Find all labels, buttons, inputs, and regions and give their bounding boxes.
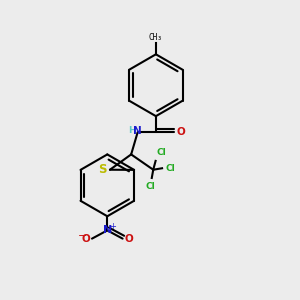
Text: O: O — [125, 234, 134, 244]
Text: O: O — [81, 234, 90, 244]
Text: Cl: Cl — [146, 182, 155, 190]
Text: O: O — [177, 127, 185, 137]
Text: N: N — [133, 126, 142, 136]
Text: S: S — [98, 163, 107, 176]
Text: N: N — [103, 225, 112, 236]
Text: CH₃: CH₃ — [149, 33, 163, 42]
Text: Cl: Cl — [156, 148, 166, 158]
Text: Cl: Cl — [166, 164, 176, 173]
Text: −: − — [78, 231, 87, 241]
Text: +: + — [109, 222, 116, 231]
Text: H: H — [128, 126, 135, 135]
